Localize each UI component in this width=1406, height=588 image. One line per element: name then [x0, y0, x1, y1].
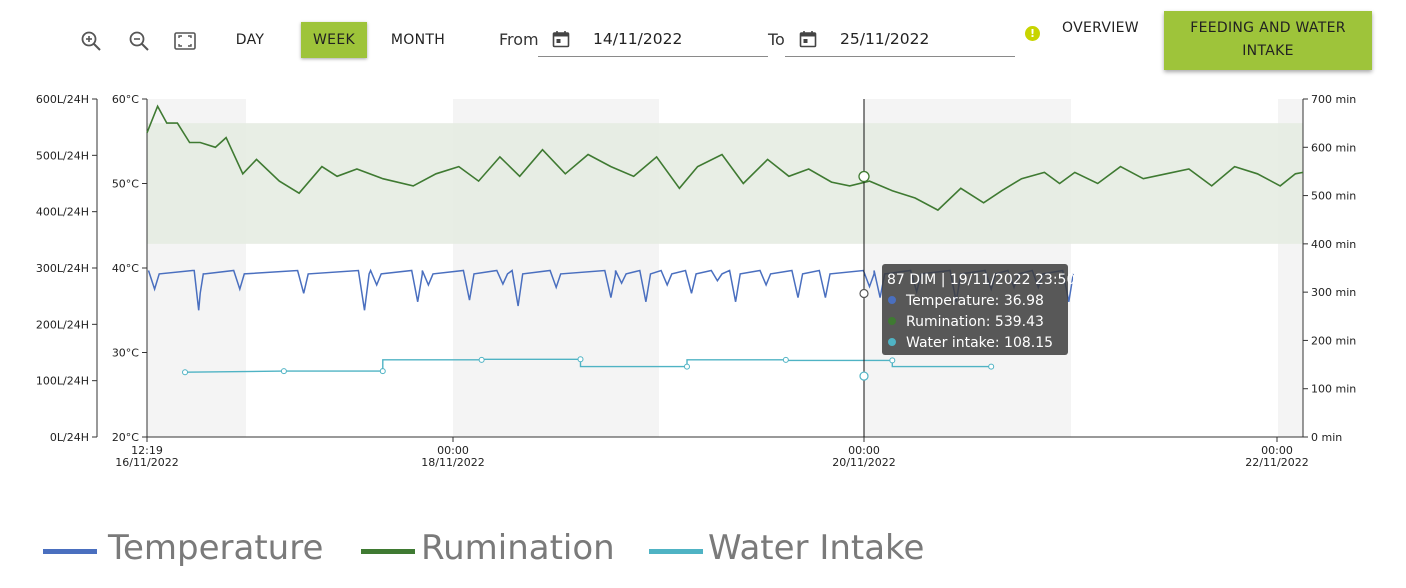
- tooltip-line: Rumination: 539.43: [906, 314, 1044, 330]
- legend-label-temperature: Temperature: [108, 528, 324, 568]
- rumination-series-line: [146, 104, 1304, 212]
- temp-tick-label: 40°C: [112, 262, 139, 275]
- water-intake-point: [683, 363, 690, 370]
- rumination-tick-label: 700 min: [1311, 93, 1356, 106]
- to-label: To: [768, 30, 785, 49]
- rumination-tick-label: 300 min: [1311, 286, 1356, 299]
- fit-screen-icon[interactable]: [172, 28, 198, 54]
- zoom-out-icon[interactable]: [126, 28, 152, 54]
- feeding-and-water-intake-button[interactable]: FEEDING AND WATER INTAKE: [1164, 11, 1372, 70]
- legend-swatch-temperature: [43, 549, 97, 554]
- temp-tick-label: 30°C: [112, 347, 139, 360]
- temp-tick-label: 50°C: [112, 178, 139, 191]
- tooltip-dot: [888, 296, 896, 304]
- rumination-tick-label: 400 min: [1311, 238, 1356, 251]
- x-tick-date: 16/11/2022: [115, 456, 178, 469]
- zoom-in-icon[interactable]: [78, 28, 104, 54]
- warning-icon[interactable]: !: [1025, 26, 1040, 41]
- tooltip-line: Temperature: 36.98: [905, 293, 1044, 309]
- calendar-icon[interactable]: [799, 30, 817, 48]
- to-date-field[interactable]: 25/11/2022: [785, 22, 1015, 57]
- tooltip-line: Water intake: 108.15: [906, 335, 1053, 351]
- rumination-tick-label: 100 min: [1311, 383, 1356, 396]
- calendar-icon[interactable]: [552, 30, 570, 48]
- x-tick-time: 12:19: [131, 444, 163, 457]
- water-intake-point: [379, 368, 386, 375]
- water-tick-label: 600L/24H: [36, 93, 89, 106]
- water-intake-point: [478, 356, 485, 363]
- water-intake-series-line: [184, 358, 992, 373]
- legend-label-rumination: Rumination: [421, 528, 615, 568]
- legend-swatch-rumination: [361, 549, 415, 554]
- tooltip-marker-water: [859, 371, 869, 381]
- tooltip-dot: [888, 338, 896, 346]
- period-month-button[interactable]: MONTH: [390, 32, 446, 48]
- water-intake-point: [889, 357, 896, 364]
- rumination-tick-label: 600 min: [1311, 141, 1356, 154]
- rumination-tick-label: 500 min: [1311, 190, 1356, 203]
- legend-swatch-water-intake: [649, 549, 703, 554]
- water-intake-point: [782, 356, 789, 363]
- timeseries-chart[interactable]: 600L/24H 500L/24H 400L/24H 300L/24H 200L/24H…: [0, 80, 1406, 480]
- from-date-value: 14/11/2022: [593, 30, 683, 48]
- overview-button[interactable]: OVERVIEW: [1062, 20, 1139, 36]
- tooltip-header: 87 DIM | 19/11/2022 23:50: [887, 272, 1075, 288]
- x-tick-date: 22/11/2022: [1245, 456, 1308, 469]
- water-intake-point: [280, 368, 287, 375]
- tooltip-marker-rumination: [858, 170, 870, 183]
- x-tick-date: 18/11/2022: [421, 456, 484, 469]
- to-date-value: 25/11/2022: [840, 30, 930, 48]
- water-intake-point: [182, 369, 189, 376]
- tooltip-dot: [888, 317, 896, 325]
- water-tick-label: 300L/24H: [36, 262, 89, 275]
- rumination-tick-label: 200 min: [1311, 334, 1356, 347]
- tooltip-marker-temperature: [859, 288, 869, 299]
- water-tick-label: 100L/24H: [36, 375, 89, 388]
- water-tick-label: 0L/24H: [50, 431, 89, 444]
- from-date-field[interactable]: 14/11/2022: [538, 22, 768, 57]
- x-tick-time: 00:00: [848, 444, 880, 457]
- water-tick-label: 200L/24H: [36, 318, 89, 331]
- x-tick-date: 20/11/2022: [832, 456, 895, 469]
- x-tick-time: 00:00: [437, 444, 469, 457]
- rumination-normal-band: [147, 123, 1303, 244]
- water-intake-point: [988, 363, 995, 370]
- legend-label-water-intake: Water Intake: [708, 528, 925, 568]
- chart-legend: Temperature Rumination Water Intake: [0, 528, 1406, 572]
- tooltip-box: [882, 264, 1068, 355]
- water-tick-label: 500L/24H: [36, 149, 89, 162]
- temp-tick-label: 60°C: [112, 93, 139, 106]
- water-tick-label: 400L/24H: [36, 206, 89, 219]
- rumination-tick-label: 0 min: [1311, 431, 1342, 444]
- water-intake-point: [577, 356, 584, 363]
- x-tick-time: 00:00: [1261, 444, 1293, 457]
- temp-tick-label: 20°C: [112, 431, 139, 444]
- period-day-button[interactable]: DAY: [235, 32, 265, 48]
- period-week-button[interactable]: WEEK: [301, 22, 367, 58]
- from-label: From: [499, 30, 539, 49]
